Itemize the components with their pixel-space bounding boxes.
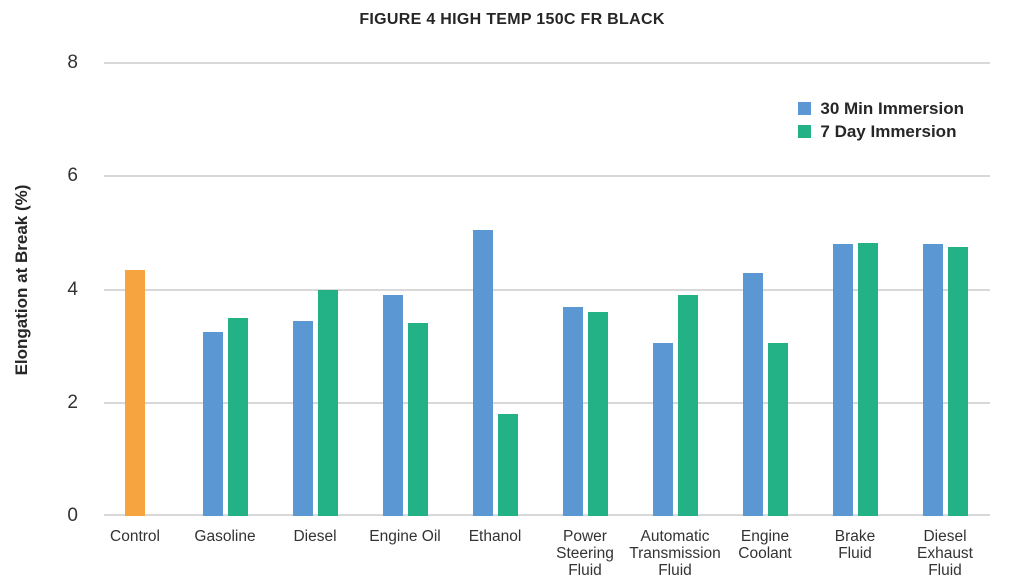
- y-tick-label-0: 0: [67, 505, 78, 526]
- bar-power-steering-fluid-30-min-immersion: [562, 306, 583, 516]
- bar-engine-coolant-7-day-immersion: [767, 343, 788, 516]
- bar-gasoline-7-day-immersion: [227, 317, 248, 516]
- legend-label-30-min-immersion: 30 Min Immersion: [820, 99, 964, 118]
- bar-engine-oil-7-day-immersion: [407, 323, 428, 516]
- x-tick-label-engine-oil: Engine Oil: [369, 528, 441, 545]
- gridline-0: [104, 514, 990, 516]
- x-tick-label-engine-coolant: Engine Coolant: [738, 528, 792, 562]
- y-axis-title: Elongation at Break (%): [12, 184, 31, 376]
- x-tick-label-automatic-transmission-fluid: Automatic Transmission Fluid: [629, 528, 721, 579]
- x-tick-label-gasoline: Gasoline: [194, 528, 256, 545]
- bar-engine-coolant-30-min-immersion: [742, 272, 763, 516]
- x-tick-label-control: Control: [110, 528, 160, 545]
- chart-title: FIGURE 4 HIGH TEMP 150C FR BLACK: [359, 11, 665, 28]
- bar-diesel-exhaust-fluid-7-day-immersion: [947, 247, 968, 516]
- bar-diesel-30-min-immersion: [292, 320, 313, 516]
- bar-automatic-transmission-fluid-7-day-immersion: [677, 295, 698, 516]
- legend-swatch-7-day-immersion: [798, 125, 812, 138]
- x-tick-label-brake-fluid: Brake Fluid: [834, 528, 876, 562]
- gridline-2: [104, 401, 990, 404]
- bar-ethanol-7-day-immersion: [497, 414, 518, 516]
- bar-control-control: [125, 269, 145, 516]
- bar-ethanol-30-min-immersion: [472, 230, 493, 516]
- bar-automatic-transmission-fluid-30-min-immersion: [652, 343, 673, 516]
- bar-diesel-7-day-immersion: [317, 289, 338, 516]
- x-tick-label-diesel-exhaust-fluid: Diesel Exhaust Fluid: [916, 528, 973, 579]
- x-tick-label-ethanol: Ethanol: [468, 528, 522, 545]
- legend-swatch-30-min-immersion: [798, 102, 812, 115]
- legend-item-30-min-immersion: 30 Min Immersion: [798, 99, 964, 118]
- bar-brake-fluid-30-min-immersion: [832, 244, 853, 516]
- gridline-6: [104, 175, 990, 178]
- y-tick-label-6: 6: [67, 165, 78, 187]
- gridline-8: [104, 62, 990, 64]
- bar-gasoline-30-min-immersion: [202, 331, 223, 516]
- y-tick-label-4: 4: [67, 278, 78, 300]
- bar-diesel-exhaust-fluid-30-min-immersion: [922, 244, 943, 516]
- x-tick-label-power-steering-fluid: Power Steering Fluid: [556, 528, 614, 579]
- legend-label-7-day-immersion: 7 Day Immersion: [820, 122, 957, 141]
- legend-item-7-day-immersion: 7 Day Immersion: [798, 122, 956, 141]
- gridline-4: [104, 288, 990, 291]
- bar-brake-fluid-7-day-immersion: [857, 243, 878, 516]
- y-tick-label-2: 2: [67, 391, 78, 413]
- legend: 30 Min Immersion 7 Day Immersion: [798, 99, 964, 141]
- bar-power-steering-fluid-7-day-immersion: [587, 312, 608, 516]
- y-tick-label-8: 8: [67, 52, 78, 73]
- plot-area: 0 2 4 6 8 Control Gasoline Diesel Engine Oil Etha…: [67, 52, 990, 579]
- x-tick-label-diesel: Diesel: [293, 528, 337, 545]
- bar-engine-oil-30-min-immersion: [382, 295, 403, 516]
